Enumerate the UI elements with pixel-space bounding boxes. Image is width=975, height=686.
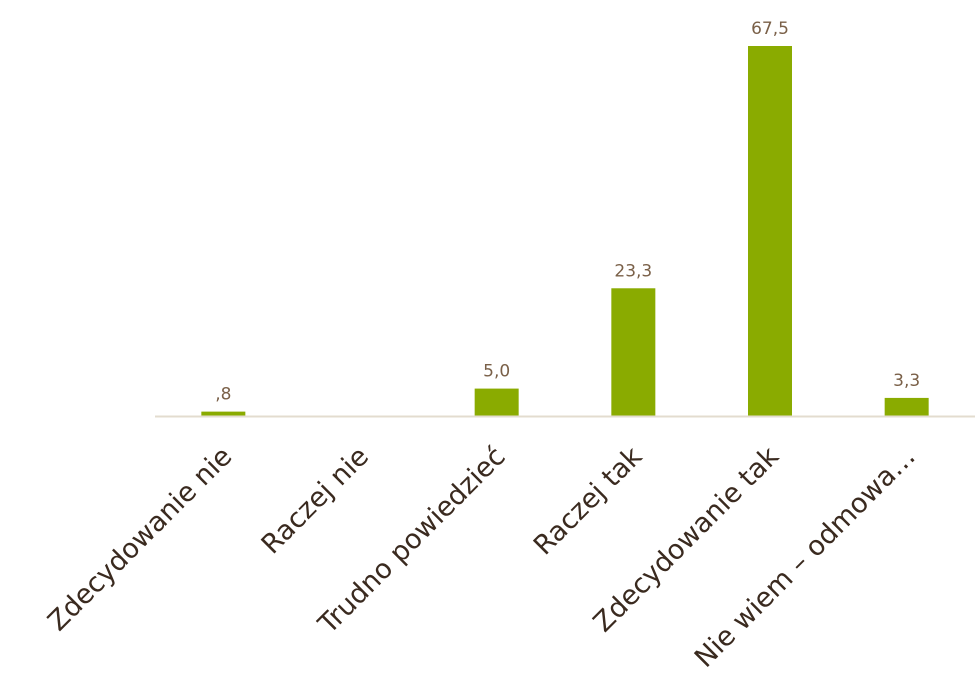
- data-label-5: 3,3: [893, 371, 920, 391]
- category-label-0: Zdecydowanie nie: [42, 441, 238, 637]
- data-label-3: 23,3: [614, 261, 652, 281]
- data-label-0: ,8: [215, 385, 231, 405]
- bar-0: [201, 411, 246, 416]
- bar-2: [474, 388, 519, 416]
- bar-4: [748, 46, 792, 416]
- category-label-3: Raczej tak: [528, 441, 649, 562]
- category-label-1: Raczej nie: [256, 441, 375, 560]
- data-labels-group: ,8 5,0 23,3 67,5 3,3: [215, 19, 920, 405]
- bar-3: [611, 288, 656, 416]
- data-label-2: 5,0: [483, 362, 510, 382]
- bar-5: [884, 397, 929, 416]
- data-label-4: 67,5: [751, 19, 789, 39]
- category-label-5: Nie wiem – odmowa…: [689, 441, 922, 674]
- bars-group: [201, 46, 929, 416]
